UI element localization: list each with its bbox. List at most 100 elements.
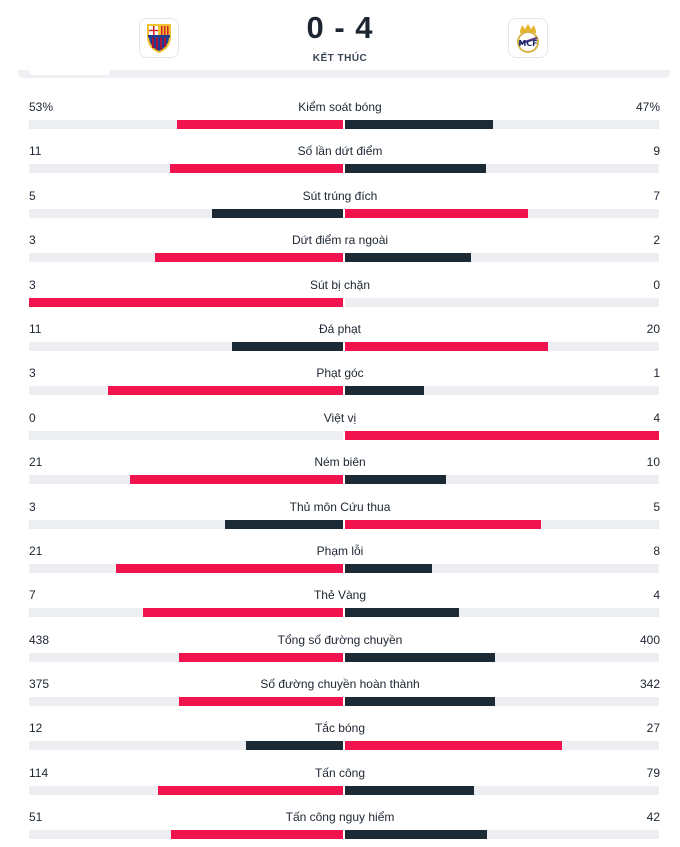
home-team-logo[interactable] xyxy=(139,18,179,58)
stat-home-track xyxy=(29,697,343,707)
match-statistics: 53% Kiểm soát bóng 47% 11 Số lần dứt điểm 9 5 S… xyxy=(0,92,680,847)
stat-away-track xyxy=(345,430,659,440)
stat-away-track xyxy=(345,341,659,351)
stat-row: 114 Tấn công 79 xyxy=(0,758,680,802)
stat-home-value: 7 xyxy=(29,588,36,603)
stat-label: Đá phạt xyxy=(318,321,362,336)
stat-row: 438 Tổng số đường chuyền 400 xyxy=(0,625,680,669)
stat-home-value: 51 xyxy=(29,810,43,825)
stat-away-track xyxy=(345,297,659,307)
stat-home-bar xyxy=(130,475,343,485)
stat-home-bar xyxy=(157,785,343,795)
stat-away-track xyxy=(345,475,659,485)
stat-home-value: 0 xyxy=(29,410,36,425)
stat-row: 21 Ném biên 10 xyxy=(0,447,680,491)
stat-label: Phạt góc xyxy=(316,366,364,381)
stat-away-value: 1 xyxy=(653,366,660,381)
stat-away-bar xyxy=(345,741,563,751)
stat-away-value: 42 xyxy=(646,810,660,825)
stat-away-bar xyxy=(345,253,471,263)
stat-home-value: 12 xyxy=(29,721,43,736)
stat-home-track xyxy=(29,475,343,485)
stat-label: Việt vị xyxy=(323,410,357,425)
stat-label: Số lần dứt điểm xyxy=(297,144,383,159)
stat-away-value: 10 xyxy=(646,455,660,470)
svg-text:MCF: MCF xyxy=(518,39,537,48)
stat-home-value: 3 xyxy=(29,277,36,292)
stat-row: 3 Phạt góc 1 xyxy=(0,358,680,402)
stat-home-track xyxy=(29,741,343,751)
stat-home-bar xyxy=(170,164,343,174)
stat-home-bar xyxy=(115,563,343,573)
stat-away-value: 79 xyxy=(646,765,660,780)
stat-away-bar xyxy=(345,386,424,396)
stat-home-value: 3 xyxy=(29,233,36,248)
stat-away-track xyxy=(345,120,659,129)
stat-away-track xyxy=(345,830,659,840)
stat-away-track xyxy=(345,741,659,751)
stat-home-value: 21 xyxy=(29,455,43,470)
match-status: KẾT THÚC xyxy=(312,53,368,64)
stat-home-value: 114 xyxy=(29,765,49,780)
stat-label: Ném biên xyxy=(314,455,366,470)
stat-away-bar xyxy=(345,652,495,662)
fc-barcelona-crest-icon xyxy=(147,24,171,53)
stat-label: Dứt điểm ra ngoài xyxy=(291,233,389,248)
stat-away-value: 8 xyxy=(653,543,660,558)
stat-away-bar xyxy=(345,430,659,440)
stat-home-value: 11 xyxy=(29,321,42,336)
stat-away-bar xyxy=(345,208,529,218)
stat-home-bar xyxy=(170,830,343,840)
stat-away-value: 400 xyxy=(639,632,660,647)
stat-home-value: 11 xyxy=(29,144,42,159)
stat-away-bar xyxy=(345,608,460,618)
stat-away-bar xyxy=(345,475,447,485)
stat-home-track xyxy=(29,253,343,263)
stat-home-track xyxy=(29,519,343,529)
real-madrid-crest-icon: MCF xyxy=(517,24,539,53)
stat-row: 11 Số lần dứt điểm 9 xyxy=(0,136,680,180)
stat-home-bar xyxy=(29,297,343,307)
stat-home-track xyxy=(29,430,343,440)
stat-row: 21 Phạm lỗi 8 xyxy=(0,536,680,580)
stat-home-track xyxy=(29,563,343,573)
stat-home-track xyxy=(29,341,343,351)
stat-away-bar xyxy=(345,519,542,529)
stat-away-track xyxy=(345,652,659,662)
stat-home-track xyxy=(29,830,343,840)
stat-away-bar xyxy=(345,830,487,840)
stat-away-bar xyxy=(345,341,548,351)
stat-away-value: 7 xyxy=(653,188,660,203)
stat-home-bar xyxy=(212,208,343,218)
stat-home-track xyxy=(29,386,343,396)
stat-home-bar xyxy=(178,697,343,707)
stat-away-bar xyxy=(345,164,487,174)
stat-row: 375 Số đường chuyền hoàn thành 342 xyxy=(0,669,680,713)
stat-away-track xyxy=(345,164,659,174)
stat-label: Tắc bóng xyxy=(314,721,366,736)
stat-row: 12 Tắc bóng 27 xyxy=(0,713,680,757)
stat-row: 5 Sút trúng đích 7 xyxy=(0,181,680,225)
stat-home-bar xyxy=(225,519,343,529)
stat-home-bar xyxy=(231,341,343,351)
stat-home-value: 5 xyxy=(29,188,36,203)
stat-row: 3 Dứt điểm ra ngoài 2 xyxy=(0,225,680,269)
stat-home-value: 375 xyxy=(29,677,50,692)
stat-away-value: 20 xyxy=(646,321,660,336)
stat-home-bar xyxy=(246,741,343,751)
stat-away-value: 27 xyxy=(646,721,660,736)
stat-away-track xyxy=(345,519,659,529)
stat-home-track xyxy=(29,297,343,307)
stat-home-bar xyxy=(107,386,343,396)
stat-row: 3 Thủ môn Cứu thua 5 xyxy=(0,492,680,536)
stat-label: Sút trúng đích xyxy=(302,188,378,203)
stat-label: Phạm lỗi xyxy=(316,543,364,558)
stat-home-value: 438 xyxy=(29,632,50,647)
away-team-logo[interactable]: MCF xyxy=(508,18,548,58)
stat-away-track xyxy=(345,208,659,218)
stat-away-track xyxy=(345,563,659,573)
stat-row: 7 Thẻ Vàng 4 xyxy=(0,580,680,624)
stat-row: 0 Việt vị 4 xyxy=(0,403,680,447)
stat-label: Tấn công nguy hiểm xyxy=(285,810,395,825)
stat-row: 51 Tấn công nguy hiểm 42 xyxy=(0,802,680,846)
